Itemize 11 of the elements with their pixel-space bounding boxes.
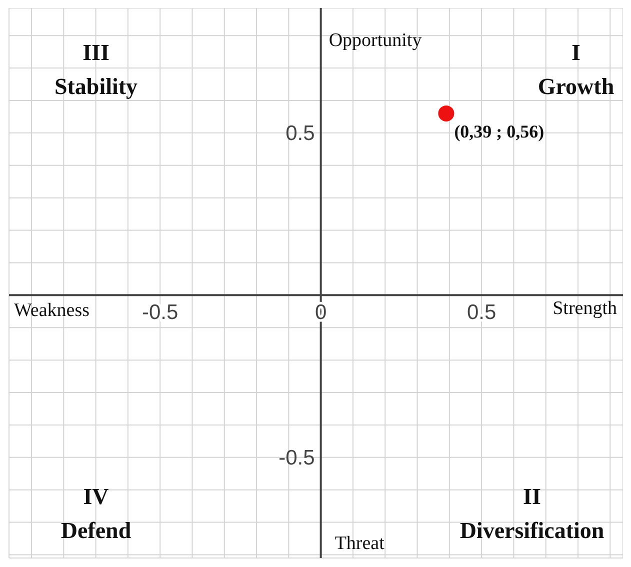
annotation: (0,39 ; 0,56) (454, 121, 544, 142)
annotation: Weakness (14, 300, 90, 322)
x-tick-label: 0.5 (466, 301, 496, 324)
annotation: Threat (334, 533, 386, 554)
x-tick-label: -0.5 (142, 301, 178, 324)
annotation: Opportunity (328, 30, 422, 51)
annotation: II Diversification (460, 484, 604, 543)
annotation: Strength (552, 298, 618, 320)
annotation: IV Defend (60, 484, 132, 543)
annotation: III Stability (54, 40, 138, 99)
annotation: I Growth (538, 40, 614, 99)
